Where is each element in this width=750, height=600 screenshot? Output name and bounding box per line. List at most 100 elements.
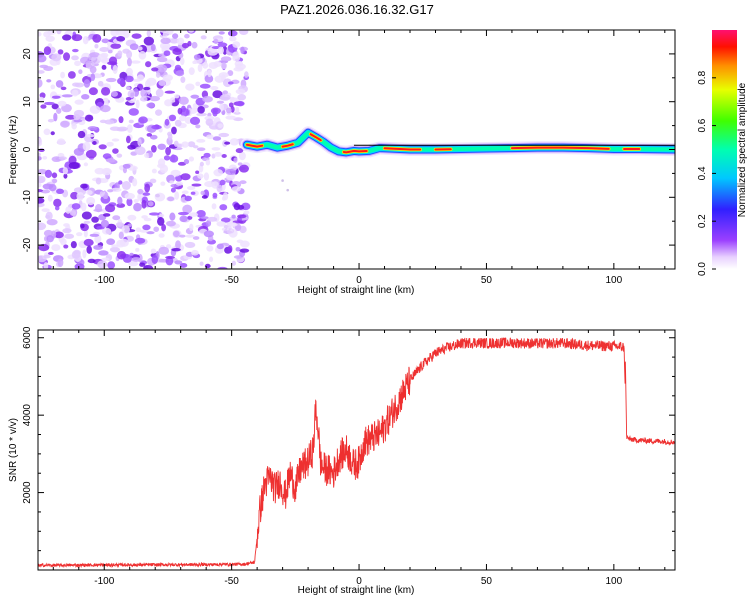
noise-blob: [73, 187, 85, 194]
snr-y-tick-label: 4000: [22, 404, 33, 427]
noise-blob: [109, 246, 120, 253]
noise-blob: [92, 141, 97, 145]
noise-blob: [195, 81, 201, 87]
noise-blob: [112, 215, 121, 221]
noise-blob: [149, 95, 161, 102]
noise-blob: [228, 36, 237, 42]
noise-blob: [60, 86, 67, 91]
noise-blob: [109, 126, 121, 131]
noise-blob: [151, 144, 157, 153]
noise-blob: [156, 56, 168, 63]
noise-blob: [173, 140, 179, 147]
noise-blob: [45, 211, 53, 221]
noise-blob: [126, 197, 133, 207]
noise-blob: [235, 106, 240, 114]
noise-blob: [210, 107, 221, 115]
noise-blob: [176, 37, 185, 46]
snr-series: [38, 337, 675, 569]
spectrogram-x-axis-label: Height of straight line (km): [298, 285, 415, 296]
noise-blob: [141, 199, 147, 209]
snr-y-tick-label: 6000: [22, 326, 33, 349]
snr-x-tick-label: 0: [356, 576, 362, 587]
noise-blob: [182, 204, 193, 214]
noise-blob: [174, 64, 182, 72]
noise-blob: [62, 228, 72, 234]
noise-blob: [102, 153, 112, 160]
noise-blob: [51, 103, 59, 110]
noise-blob: [60, 120, 70, 128]
noise-blob: [174, 94, 180, 99]
noise-blob: [107, 189, 114, 193]
noise-blob: [146, 30, 151, 37]
noise-blob: [47, 118, 55, 123]
noise-blob: [103, 97, 109, 102]
noise-blob: [207, 69, 212, 78]
noise-blob: [197, 106, 205, 114]
noise-blob: [97, 80, 104, 87]
noise-blob: [191, 41, 198, 49]
noise-blob: [110, 91, 118, 97]
noise-blob: [207, 216, 218, 222]
noise-blob: [146, 132, 153, 137]
noise-blob: [47, 251, 54, 256]
noise-blob: [63, 173, 68, 179]
noise-blob: [165, 146, 171, 156]
noise-blob: [159, 30, 171, 33]
noise-blob: [155, 88, 164, 98]
noise-blob: [104, 192, 109, 200]
noise-blob: [125, 97, 132, 101]
snr-plot-frame: [37, 329, 676, 571]
noise-blob: [239, 30, 249, 35]
noise-blob: [216, 184, 223, 193]
noise-blob: [227, 245, 233, 253]
noise-blob: [155, 109, 163, 116]
noise-blob: [73, 113, 81, 121]
noise-blob: [118, 231, 124, 240]
spectrogram-x-tick-label: -50: [224, 275, 239, 286]
noise-blob: [200, 190, 206, 196]
noise-blob: [206, 245, 214, 252]
noise-blob: [38, 96, 45, 103]
noise-blob: [62, 167, 69, 175]
noise-blob: [225, 115, 237, 120]
noise-blob: [237, 204, 245, 210]
noise-blob: [142, 192, 151, 196]
noise-blob: [160, 181, 166, 186]
noise-blob: [159, 164, 169, 174]
noise-blob: [185, 83, 195, 91]
noise-blob: [223, 230, 233, 234]
noise-blob: [78, 69, 83, 75]
spectrogram-y-axis-label: Frequency (Hz): [8, 116, 19, 185]
noise-blob: [177, 107, 183, 115]
spectrogram-y-tick-label: -20: [22, 237, 33, 252]
noise-blob: [63, 52, 71, 61]
noise-blob: [129, 252, 134, 256]
noise-blob: [89, 65, 97, 74]
noise-blob: [100, 52, 109, 58]
noise-blob: [142, 224, 151, 231]
noise-blob: [43, 229, 54, 237]
noise-blob: [71, 34, 83, 42]
noise-blob: [205, 118, 214, 126]
noise-blob: [71, 122, 77, 130]
noise-blob: [72, 48, 79, 53]
noise-blob: [140, 96, 148, 102]
noise-blob: [188, 67, 195, 76]
noise-blob: [202, 95, 213, 103]
noise-blob: [58, 156, 67, 161]
noise-blob: [118, 116, 124, 124]
noise-blob: [89, 105, 101, 114]
noise-blob: [187, 185, 196, 190]
noise-blob: [231, 214, 236, 219]
noise-blob: [170, 169, 181, 177]
noise-blob: [42, 155, 48, 160]
noise-blob: [237, 214, 247, 219]
noise-blob: [126, 124, 133, 133]
noise-blob: [159, 42, 171, 50]
noise-blob: [54, 205, 60, 211]
noise-blob: [70, 191, 79, 200]
noise-blob: [46, 235, 54, 243]
noise-blob: [187, 141, 196, 148]
noise-blob: [112, 148, 119, 154]
